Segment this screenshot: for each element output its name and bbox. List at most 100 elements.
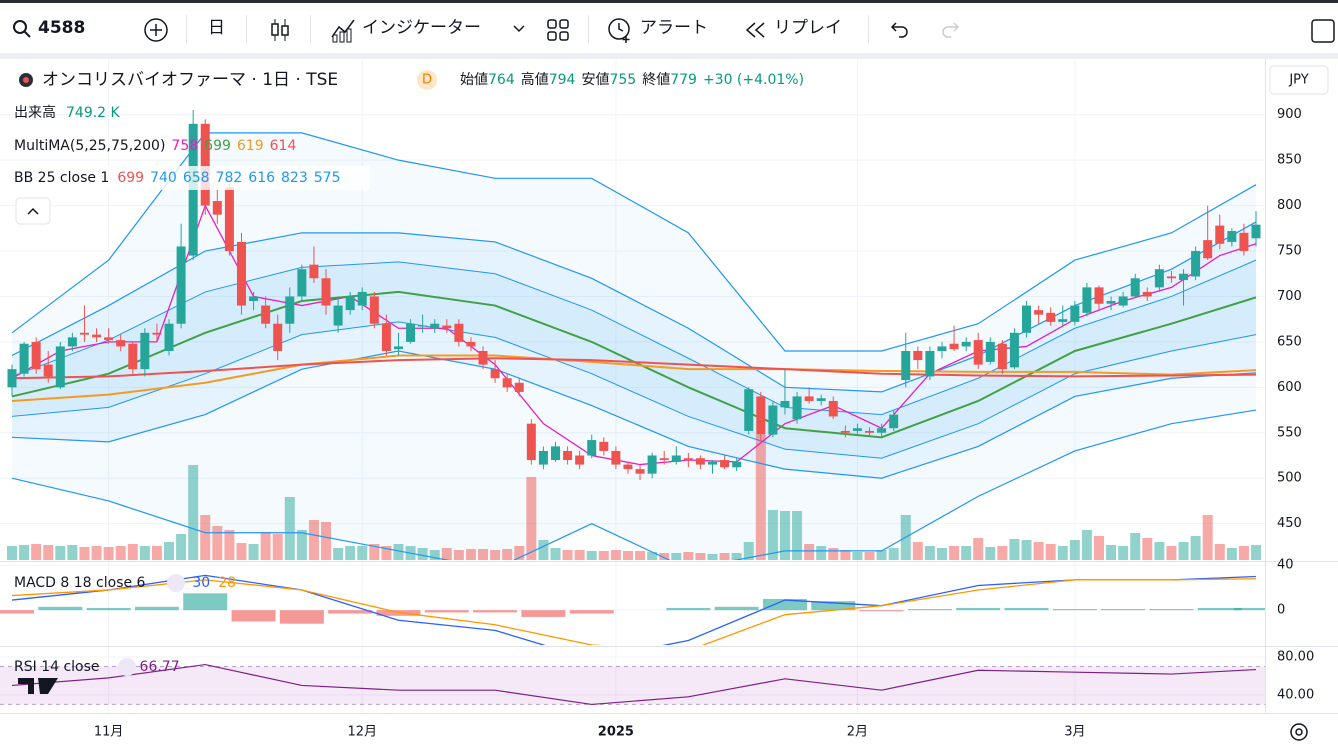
macd-histogram-bar (521, 610, 566, 617)
candle-body (1179, 273, 1189, 281)
bb-line (11, 409, 1257, 560)
candle-body (249, 296, 259, 302)
macd-histogram-bar (424, 610, 469, 613)
bb-value: 616 (248, 170, 275, 186)
volume-bar (1202, 515, 1213, 560)
volume-bar (321, 522, 332, 560)
candle-body (744, 389, 754, 431)
collapse-button[interactable] (15, 197, 51, 225)
volume-bar (622, 551, 633, 560)
macd-settings-icon[interactable] (167, 574, 185, 592)
volume-bar (598, 551, 609, 560)
y-tick-label: 80.00 (1277, 650, 1314, 665)
candle-body (840, 430, 850, 433)
separator (868, 15, 869, 43)
ohlc-label: 高値 (521, 71, 549, 88)
bb-value: 740 (150, 170, 177, 186)
candle-body (502, 378, 512, 388)
x-tick-label: 2月 (847, 725, 868, 740)
ohlc-label: 安値 (581, 72, 609, 88)
candle-body (575, 455, 585, 465)
candle-body (937, 346, 947, 351)
currency-box[interactable] (1269, 65, 1329, 95)
volume-bar (997, 546, 1008, 560)
candle-body (104, 337, 114, 341)
collapse-icon[interactable] (27, 207, 39, 215)
candle-body (92, 334, 102, 338)
indicators-button[interactable]: インジケーター (362, 18, 481, 38)
settings-icon[interactable] (1290, 723, 1308, 741)
volume-bar (961, 546, 972, 560)
settings-icon-center[interactable] (1295, 728, 1303, 736)
macd-histogram-bar (1101, 609, 1146, 611)
volume-bar (804, 544, 815, 560)
rsi-settings-icon[interactable] (118, 658, 136, 676)
candle-body (164, 323, 174, 351)
x-tick-label: 12月 (347, 725, 377, 740)
separator (186, 15, 187, 43)
volume-bar (659, 553, 670, 560)
chart-type-icon[interactable] (268, 17, 292, 43)
interval[interactable]: 日 (208, 18, 225, 38)
volume-bar (55, 546, 66, 560)
candle-body (1166, 276, 1176, 279)
indicators-icon[interactable] (330, 17, 356, 43)
replay-icon[interactable] (744, 20, 768, 40)
bb-line (11, 350, 1257, 479)
candle-body (1082, 287, 1092, 313)
bb-legend: BB 25 close 1 699 740 658 782 616 823 575 (14, 170, 340, 186)
symbol[interactable]: 4588 (38, 18, 86, 38)
volume-bar (465, 549, 476, 560)
candle-body (1227, 231, 1237, 242)
search-icon[interactable] (12, 19, 32, 39)
volume-bar (1081, 530, 1092, 560)
volume-bar (695, 553, 706, 560)
volume-bar (67, 545, 78, 560)
volume-bar (345, 546, 356, 560)
rsi-title: RSI 14 close (14, 659, 100, 675)
bb-value: 699 (117, 170, 144, 186)
ma-legend: MultiMA(5,25,75,200) 758 699 619 614 (14, 138, 296, 154)
volume-bar (260, 532, 271, 560)
macd-histogram-bar (134, 606, 179, 611)
candle-body (273, 323, 283, 351)
alert-button[interactable]: アラート (640, 18, 708, 38)
volume-bar (683, 552, 694, 560)
candle-body (1009, 332, 1019, 368)
candle-body (623, 464, 633, 470)
macd-histogram-bar (183, 593, 228, 611)
macd-histogram-bar (0, 610, 34, 614)
macd-histogram-bar (811, 601, 856, 611)
volume-bar (816, 546, 827, 560)
candle-body (1106, 301, 1116, 304)
redo-icon[interactable] (939, 20, 961, 40)
candle-body (647, 455, 657, 474)
macd-histogram-bar (1149, 609, 1194, 611)
volume-bar (671, 553, 682, 560)
undo-icon[interactable] (889, 20, 911, 40)
candle-body (200, 123, 210, 206)
y-tick-label: 450 (1277, 516, 1302, 531)
add-symbol[interactable] (143, 17, 169, 43)
replay-button[interactable]: リプレイ (774, 18, 842, 38)
fullscreen-icon[interactable] (1310, 18, 1336, 44)
volume-bar (502, 549, 513, 560)
candle-body (852, 428, 862, 431)
candle-body (478, 350, 488, 365)
candle-body (1118, 296, 1128, 306)
volume-bar (1093, 536, 1104, 560)
candle-body (116, 340, 126, 347)
macd-histogram-bar (1004, 607, 1049, 611)
volume-bar (31, 544, 42, 560)
alert-icon[interactable] (606, 16, 634, 44)
candle-body (780, 400, 790, 408)
candle-body (333, 305, 343, 326)
layout-icon[interactable] (546, 18, 570, 42)
currency[interactable]: JPY (1288, 73, 1308, 88)
y-tick-label: 550 (1277, 425, 1302, 440)
volume-bar (924, 546, 935, 560)
x-tick-label: 2025 (598, 725, 634, 740)
volume-bar (526, 477, 537, 560)
dropdown-arrow[interactable] (512, 23, 526, 35)
volume-bar (272, 534, 283, 560)
